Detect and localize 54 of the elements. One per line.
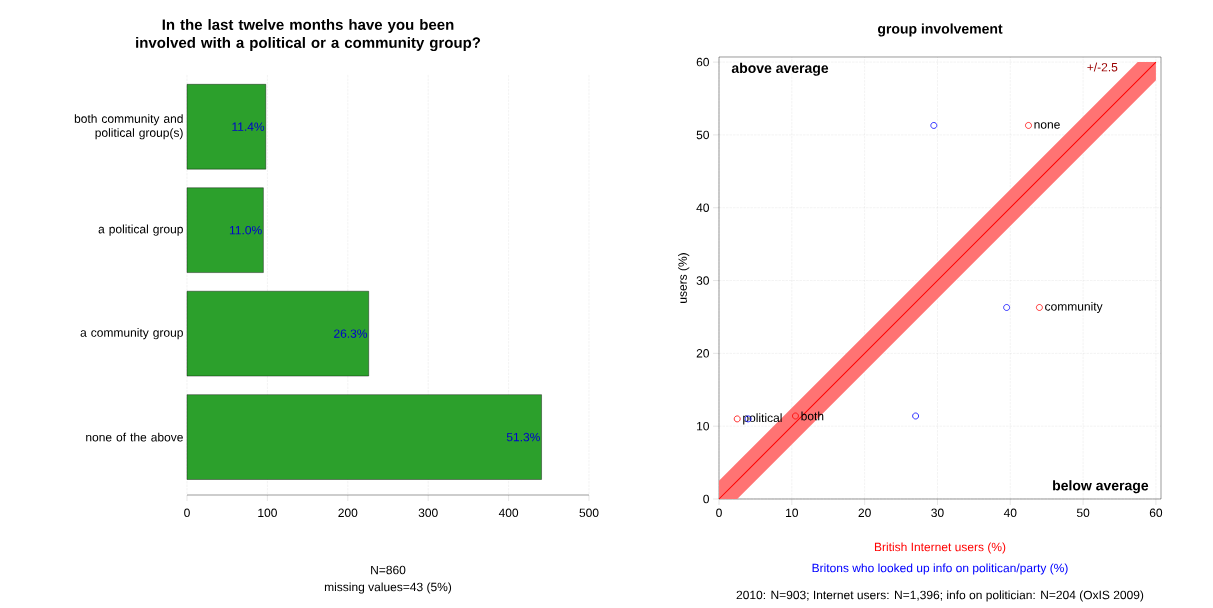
x-tick-label: 50 xyxy=(1076,508,1090,518)
chart-title: In the last twelve months have you been involved with a political or a community group? xyxy=(136,18,481,52)
y-tick-label: 10 xyxy=(697,421,710,431)
x-tick-label: 60 xyxy=(1149,508,1163,518)
point xyxy=(1036,304,1043,311)
bar xyxy=(186,84,266,170)
annotation: community xyxy=(1045,301,1103,314)
annotation: +/-2.5 xyxy=(1087,62,1118,72)
y-tick-label: both community and political group(s) xyxy=(74,114,183,140)
text: missing values=43 (5%) xyxy=(324,582,452,594)
annotation: political xyxy=(743,413,782,425)
annotation: 11.0% xyxy=(229,225,262,235)
annotation: above average xyxy=(731,62,829,76)
x-tick-label: 300 xyxy=(418,508,438,518)
point xyxy=(912,412,920,420)
y-tick-label: 0 xyxy=(703,494,710,504)
text: British Internet users (%) xyxy=(874,542,1006,554)
y-tick-label: 60 xyxy=(696,57,710,67)
bar xyxy=(186,394,542,480)
point xyxy=(1025,122,1032,129)
x-tick-label: 100 xyxy=(258,508,277,518)
y-tick-label: 20 xyxy=(696,349,710,358)
x-tick-label: 30 xyxy=(931,508,944,518)
point xyxy=(1003,304,1011,311)
annotation: 26.3% xyxy=(334,329,368,338)
x-tick-label: 20 xyxy=(858,508,871,518)
annotation: 51.3% xyxy=(506,432,540,442)
annotation: none xyxy=(1034,122,1060,129)
bar xyxy=(186,291,369,377)
y-tick-label: 30 xyxy=(696,276,710,285)
y-tick-label: 40 xyxy=(696,203,710,212)
y-tick-label: 50 xyxy=(696,130,710,140)
x-tick-label: 0 xyxy=(184,508,190,518)
text: 2010: N=903; Internet users: N=1,396; info on politician: N=204 (OxIS 2009) xyxy=(736,590,1144,602)
point xyxy=(733,415,741,423)
x-tick-label: 400 xyxy=(498,508,519,518)
annotation: 11.4% xyxy=(232,122,265,131)
point xyxy=(792,412,799,420)
annotation: both xyxy=(801,411,824,421)
x-tick-label: 200 xyxy=(338,508,358,518)
y-tick-label: none of the above xyxy=(86,432,183,442)
x-tick-label: 0 xyxy=(716,508,722,518)
x-axis-title: N=860 xyxy=(371,565,406,575)
y-tick-label: a community group xyxy=(80,328,183,340)
chart-title: group involvement xyxy=(877,23,1003,37)
y-axis-title: users (%) xyxy=(678,253,690,303)
y-tick-label: a political group xyxy=(98,224,183,236)
text: Britons who looked up info on politican/party (%) xyxy=(812,563,1068,575)
annotation: below average xyxy=(1053,480,1149,494)
x-tick-label: 500 xyxy=(579,508,599,518)
x-tick-label: 40 xyxy=(1003,508,1017,518)
bar xyxy=(186,187,264,273)
x-tick-label: 10 xyxy=(786,508,799,518)
point xyxy=(930,122,938,129)
